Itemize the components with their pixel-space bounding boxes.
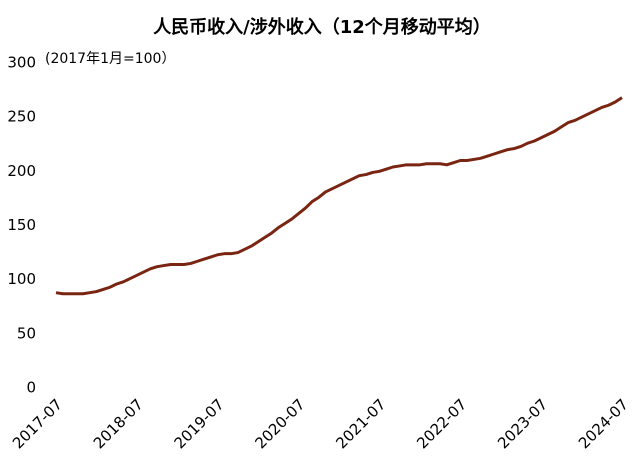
x-tick-label: 2024-07 bbox=[575, 395, 632, 452]
y-tick-label: 200 bbox=[7, 162, 36, 180]
x-tick-label: 2022-07 bbox=[413, 395, 470, 452]
y-tick-label: 300 bbox=[7, 54, 36, 72]
y-tick-label: 50 bbox=[17, 324, 36, 342]
y-tick-label: 150 bbox=[7, 216, 36, 234]
x-tick-label: 2017-07 bbox=[9, 395, 66, 452]
line bbox=[55, 96, 623, 296]
x-tick-label: 2023-07 bbox=[494, 395, 551, 452]
x-tick-label: 2020-07 bbox=[252, 395, 309, 452]
chart-subtitle: (2017年1月=100） bbox=[45, 51, 175, 67]
y-tick-label: 250 bbox=[7, 108, 36, 126]
x-tick-label: 2021-07 bbox=[332, 395, 389, 452]
x-tick-label: 2018-07 bbox=[90, 395, 147, 452]
x-tick-label: 2019-07 bbox=[171, 395, 228, 452]
y-tick-label: 0 bbox=[26, 379, 36, 397]
y-tick-label: 100 bbox=[7, 270, 36, 288]
chart-title: 人民币收入/涉外收入（12个月移动平均） bbox=[153, 16, 491, 38]
